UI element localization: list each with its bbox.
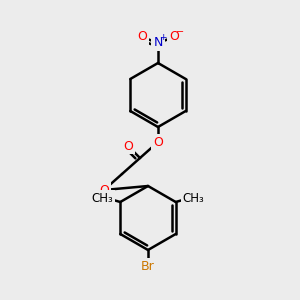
- Text: O: O: [123, 140, 133, 152]
- Text: Br: Br: [141, 260, 155, 272]
- Text: O: O: [169, 31, 179, 44]
- Text: +: +: [159, 32, 167, 41]
- Text: O: O: [137, 31, 147, 44]
- Text: O: O: [153, 136, 163, 148]
- Text: CH₃: CH₃: [183, 191, 205, 205]
- Text: CH₃: CH₃: [92, 191, 113, 205]
- Text: −: −: [176, 27, 184, 37]
- Text: N: N: [153, 37, 163, 50]
- Text: O: O: [99, 184, 109, 196]
